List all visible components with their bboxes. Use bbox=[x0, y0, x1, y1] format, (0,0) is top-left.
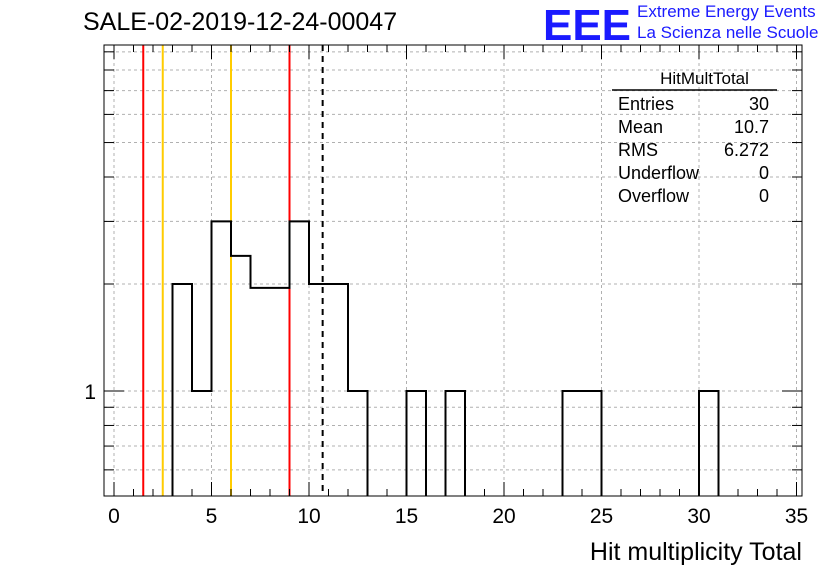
histogram-outline bbox=[171, 220, 720, 496]
eee-logo: EEE bbox=[543, 4, 631, 44]
x-tick-label: 15 bbox=[395, 505, 418, 528]
x-tick-label: 5 bbox=[206, 505, 218, 528]
stats-value: 10.7 bbox=[734, 117, 769, 137]
stats-label: Entries bbox=[618, 94, 674, 114]
logo-line-2: La Scienza nelle Scuole bbox=[637, 23, 819, 42]
x-tick-label: 30 bbox=[687, 505, 710, 528]
svg-text:EEE: EEE bbox=[543, 4, 631, 44]
stats-label: RMS bbox=[618, 140, 658, 160]
grid bbox=[104, 45, 802, 496]
x-tick-label: 20 bbox=[492, 505, 515, 528]
reference-lines bbox=[142, 45, 324, 496]
x-tick-label: 35 bbox=[785, 505, 808, 528]
stats-value: 6.272 bbox=[724, 140, 769, 160]
y-tick-label: 1 bbox=[84, 381, 96, 404]
plot-frame bbox=[103, 44, 803, 497]
stats-title: HitMultTotal bbox=[660, 69, 749, 88]
stats-value: 0 bbox=[759, 186, 769, 206]
x-tick-label: 0 bbox=[108, 505, 120, 528]
stats-label: Overflow bbox=[618, 186, 690, 206]
logo-line-1: Extreme Energy Events bbox=[637, 2, 816, 21]
x-axis-label: Hit multiplicity Total bbox=[590, 538, 802, 566]
tick-labels: 0 5 10 15 20 25 30 35 1 bbox=[84, 381, 808, 528]
stats-value: 0 bbox=[759, 163, 769, 183]
stats-value: 30 bbox=[749, 94, 769, 114]
axis-ticks bbox=[104, 45, 802, 496]
plot-title: SALE-02-2019-12-24-00047 bbox=[83, 8, 398, 36]
x-tick-label: 25 bbox=[590, 505, 613, 528]
x-tick-label: 10 bbox=[297, 505, 320, 528]
stats-label: Underflow bbox=[618, 163, 700, 183]
stats-box: HitMultTotal Entries 30 Mean 10.7 RMS 6.272 Und… bbox=[612, 69, 777, 206]
stats-label: Mean bbox=[618, 117, 663, 137]
